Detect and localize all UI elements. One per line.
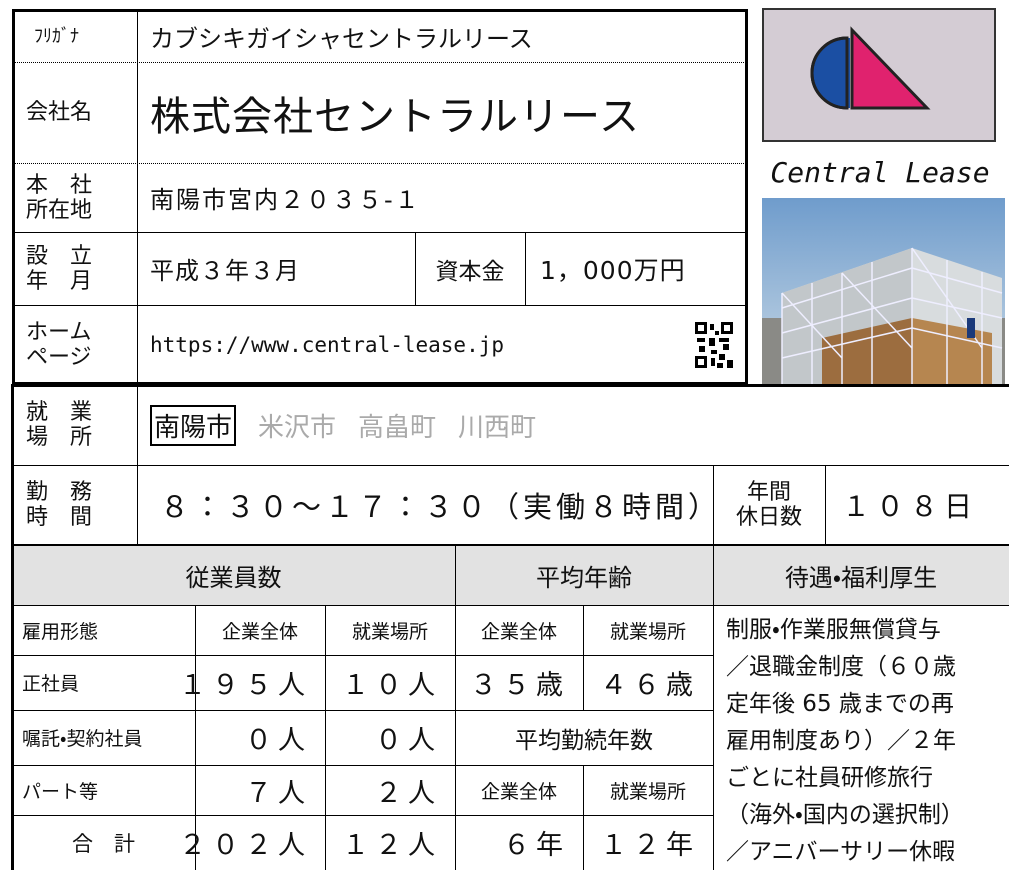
top-frame [12,9,748,385]
table-header: 従業員数 [185,563,282,592]
benefits-line: 定年後 65 歳までの再 [726,691,954,717]
label-line: 所在地 [26,197,93,223]
logo [762,8,996,142]
label-line: ページ [26,345,92,370]
cell: ７人 [245,777,311,809]
founded: 平成３年３月 [150,257,300,285]
label-line: 年 月 [26,268,93,294]
table-header: 平均年齢 [536,563,632,592]
cell: ０人 [375,725,441,756]
label: 資本金 [435,258,505,285]
column-header: 雇用形態 [22,620,99,643]
benefits-line: 制服・作業服無償貸与 [726,617,941,643]
column-header: 就業場所 [351,620,428,643]
label: ホーム ページ [12,305,137,385]
label-line: 設 立 [26,243,93,269]
label: 本 社所在地 [12,163,137,232]
label-line: 勤 務 [26,480,93,505]
column-header: 企業全体 [480,780,557,803]
label: 会社名 [26,100,93,125]
location-option: 川西町 [458,412,537,443]
column-header: 就業場所 [609,620,686,643]
work-location-options: 南陽市 米沢市 高畠町 川西町 [150,385,558,465]
benefits-line: 雇用制度あり）／２年 [726,728,956,754]
label: 設 立年 月 [12,232,137,305]
column-header: 就業場所 [609,780,686,803]
cell: ３５歳 [470,670,569,701]
label: ﾌﾘｶﾞﾅ [34,25,79,47]
label-line: 時 間 [26,505,93,530]
label-line: 休日数 [735,505,802,530]
cell: ０人 [245,725,311,756]
cell: ２０２人 [179,830,311,861]
benefits-line: ごとに社員研修旅行 [726,765,933,791]
cell: １９５人 [179,670,311,701]
benefits-text: 制服・作業服無償貸与 ／退職金制度（６０歳 定年後 65 歳までの再 雇用制度あり）／… [726,612,1009,871]
company-name: 株式会社セントラルリース [150,93,640,140]
label-line: 本 社 [26,172,93,198]
cell: １０人 [342,670,441,701]
logo-text: Central Lease [770,155,990,189]
cell: １２年 [600,830,699,861]
address: 南陽市宮内２０３５-１ [150,186,421,214]
work-hours: ８：３０～１７：３０（実働８時間） [160,490,722,524]
row-label: 嘱託・契約社員 [22,728,143,750]
furigana: カブシキガイシャセントラルリース [150,24,533,53]
label-line: 年間 [746,480,791,505]
location-option: 米沢市 [258,412,337,443]
label-line: 場 所 [26,425,93,450]
row-label: 合 計 [72,831,135,856]
label: 勤 務時 間 [12,465,137,545]
column-header: 企業全体 [480,620,557,643]
qr-code [695,322,733,368]
row-label: 正社員 [22,673,80,695]
label-line: ホーム [26,320,92,345]
cell: ６年 [503,830,569,861]
homepage-url[interactable]: https://www.central-lease.jp [150,333,505,357]
benefits-line: ／アニバーサリー休暇 [726,839,956,865]
benefits-line: ／退職金制度（６０歳 [726,654,956,680]
row-label: パート等 [22,780,99,803]
location-option: 南陽市 [150,404,237,446]
label: 年間 休日数 [713,465,825,545]
cell: ４６歳 [600,670,699,701]
location-option: 高畠町 [358,412,437,443]
table-header: 待遇・福利厚生 [784,563,938,592]
column-header: 企業全体 [221,620,298,643]
cell: ２人 [375,777,441,809]
annual-holidays: １０８日 [842,490,979,523]
cell: １２人 [342,830,441,861]
label: 就 業場 所 [12,385,137,465]
capital: 1，000万円 [540,255,686,285]
building-photo [762,198,1005,384]
label-line: 就 業 [26,400,93,425]
sub-header: 平均勤続年数 [515,727,653,754]
benefits-line: （海外・国内の選択制） [726,802,964,828]
